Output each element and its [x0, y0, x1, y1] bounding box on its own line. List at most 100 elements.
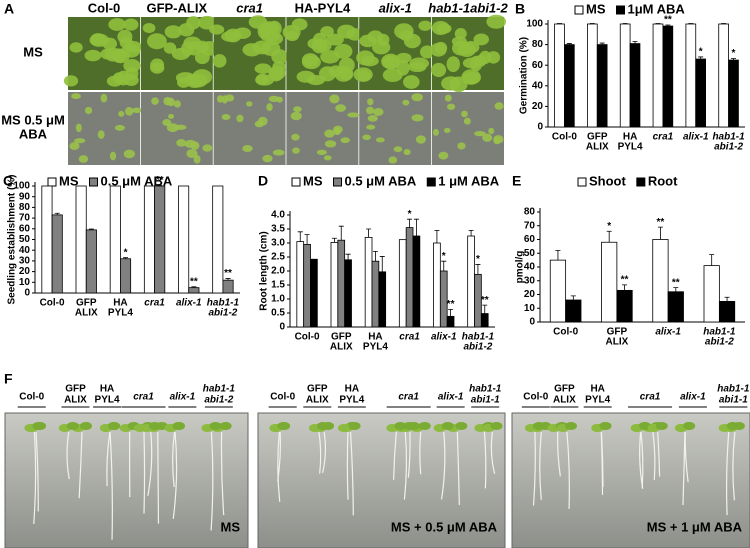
- bar: [616, 289, 633, 323]
- root: [78, 431, 83, 499]
- bar: [703, 265, 720, 323]
- root: [539, 431, 542, 500]
- seedling: [202, 144, 213, 152]
- bar: [667, 291, 684, 323]
- leaf: [418, 422, 431, 430]
- seedling: [69, 42, 83, 53]
- error-bar: [191, 286, 197, 288]
- bar: [296, 241, 305, 328]
- seedling: [320, 50, 340, 64]
- bar: [718, 300, 736, 323]
- seedling: [431, 62, 447, 78]
- seedling: [337, 24, 356, 39]
- root: [277, 431, 281, 502]
- significance: *: [442, 251, 446, 262]
- bar: [446, 315, 455, 328]
- seedling: [163, 96, 172, 106]
- x-tick-label: GFP: [331, 332, 352, 343]
- seedling: [212, 54, 227, 68]
- x-tick-label: ALIX: [75, 308, 98, 319]
- y-tick-label: 50: [524, 248, 536, 259]
- x-tick-label: hab1-1: [462, 332, 495, 343]
- seedling: [123, 149, 136, 159]
- seedling: [272, 61, 286, 72]
- seedling: [469, 55, 483, 72]
- bar: [695, 58, 707, 128]
- root: [652, 431, 656, 481]
- seedling: [301, 55, 321, 70]
- seedling: [255, 74, 275, 86]
- error-bar: [709, 254, 715, 266]
- error-bar: [475, 264, 481, 275]
- leaf: [348, 422, 361, 430]
- legend-label: MS: [59, 173, 79, 188]
- root: [557, 431, 561, 477]
- seedling: [408, 61, 427, 73]
- y-tick-label: 40: [532, 80, 544, 91]
- y-tick-label: 60: [19, 223, 31, 234]
- seedling: [63, 75, 79, 87]
- seedling: [118, 110, 125, 117]
- y-tick-label: 100: [13, 181, 30, 192]
- seedling: [362, 134, 371, 141]
- error-bar: [413, 218, 419, 236]
- seedling: [84, 106, 93, 115]
- bar: [467, 235, 475, 328]
- seedling: [181, 41, 194, 57]
- seedling: [359, 34, 377, 48]
- root: [220, 431, 225, 516]
- bar: [718, 23, 729, 128]
- seedling: [97, 130, 105, 139]
- y-axis-title: Seedling establishment (%): [7, 174, 18, 304]
- seedling: [461, 110, 468, 118]
- seedling: [261, 41, 281, 56]
- legend-label: MS: [586, 1, 606, 16]
- seedling: [347, 112, 360, 118]
- x-tick-label: ALIX: [330, 342, 353, 353]
- root: [346, 431, 349, 500]
- bar: [549, 259, 567, 323]
- seedling: [451, 40, 471, 56]
- x-tick-label: alix-1: [655, 327, 681, 338]
- x-tick-label: PYL4: [618, 142, 643, 153]
- seedling: [482, 133, 493, 142]
- seedling: [463, 117, 471, 125]
- seedling: [166, 123, 179, 133]
- seedling: [373, 107, 384, 116]
- seedling: [151, 97, 159, 105]
- error-bar: [589, 23, 595, 24]
- legend-swatch: [47, 177, 57, 187]
- significance: *: [699, 47, 703, 58]
- root: [566, 431, 570, 509]
- seedling: [333, 125, 343, 134]
- seedling: [328, 65, 344, 77]
- error-bar: [599, 42, 605, 45]
- y-tick-label: 40: [19, 245, 31, 256]
- y-tick-label: 40: [524, 262, 536, 273]
- seedling: [454, 28, 467, 40]
- leaf: [441, 422, 454, 430]
- seedling: [402, 99, 410, 106]
- x-tick-label: HA: [623, 132, 637, 143]
- leaf: [32, 422, 45, 430]
- root: [600, 431, 604, 495]
- legend-label: 0.5 μM ABA: [345, 173, 417, 188]
- column-label: HA-PYL4: [295, 0, 351, 15]
- leaf: [403, 422, 416, 430]
- panel-letter: E: [512, 173, 521, 189]
- seedling: [335, 104, 347, 112]
- seedling: [209, 24, 225, 35]
- plate: [257, 412, 506, 548]
- genotype-label: GFP: [65, 384, 86, 395]
- seedling: [473, 33, 490, 46]
- row-label: ABA: [19, 126, 48, 141]
- seedling: [246, 101, 253, 107]
- leaf: [148, 422, 161, 430]
- y-tick-label: 50: [19, 234, 31, 245]
- x-tick-label: abi1-2: [208, 308, 237, 319]
- root: [33, 431, 37, 524]
- seedling: [293, 106, 302, 113]
- leaf: [79, 422, 92, 430]
- bar: [728, 59, 739, 128]
